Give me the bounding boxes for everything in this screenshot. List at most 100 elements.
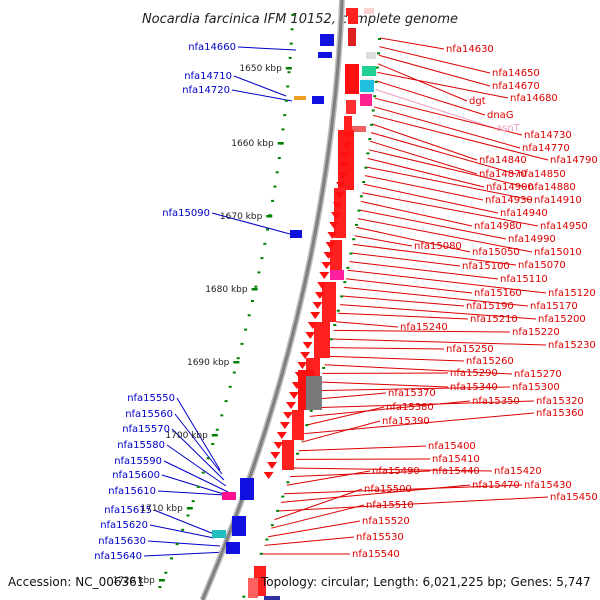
ruler-major-tick [266, 215, 273, 218]
forward-gene-label-nfa15560: nfa15560 [125, 409, 173, 420]
reverse-leader-line [372, 114, 549, 161]
forward-gene-label-nfa15610: nfa15610 [108, 486, 156, 497]
reverse-leader-line [309, 400, 471, 417]
ruler-tick [232, 371, 236, 374]
reverse-leader-line [280, 484, 471, 503]
reverse-gene-label-nfa14950: nfa14950 [540, 221, 588, 232]
reverse-leader-line [268, 520, 361, 538]
ruler-major-tick [277, 142, 284, 145]
reverse-gene-label-nfa14670: nfa14670 [492, 81, 540, 92]
reverse-gene-label-nfa14940: nfa14940 [500, 208, 548, 219]
strand-tick [375, 66, 379, 69]
reverse-leader-line [347, 269, 547, 294]
strand-tick [305, 424, 309, 427]
reverse-gene-label-nfa15540: nfa15540 [352, 549, 400, 560]
ruler-tick [181, 528, 185, 531]
forward-gene-label-nfa15600: nfa15600 [112, 470, 160, 481]
reverse-leader-line [304, 412, 535, 435]
reverse-gene-label-nfa14630: nfa14630 [446, 44, 494, 55]
ruler-tick [290, 28, 294, 31]
reverse-gene-block [344, 116, 352, 130]
forward-gene-block [240, 478, 254, 500]
reverse-gene-block [282, 440, 294, 470]
reverse-leader-line [324, 364, 513, 375]
reverse-leader-line [362, 192, 539, 227]
reverse-gene-arrow [302, 342, 313, 349]
reverse-gene-arrow [294, 372, 305, 379]
reverse-gene-label-nfa15110: nfa15110 [500, 274, 548, 285]
ruler-tick [275, 171, 279, 174]
reverse-gene-arrow [325, 242, 336, 249]
reverse-gene-arrow [314, 292, 325, 299]
reverse-gene-arrow [263, 472, 274, 479]
accession-label: Accession: NC_006361 [8, 575, 144, 589]
reverse-gene-block [330, 270, 344, 280]
reverse-gene-label-nfa15240: nfa15240 [400, 322, 448, 333]
reverse-gene-arrow [310, 312, 321, 319]
reverse-gene-label-dnag: dnaG [487, 110, 514, 121]
ruler-tick [289, 42, 293, 45]
reverse-gene-label-dgt: dgt [469, 96, 486, 107]
ruler-tick [164, 571, 168, 574]
forward-leader-line [166, 444, 227, 487]
reverse-gene-label-nfa15520: nfa15520 [362, 516, 410, 527]
reverse-leader-line [375, 89, 495, 129]
reverse-leader-line [292, 467, 493, 472]
reverse-gene-arrow [339, 162, 349, 169]
strand-tick [340, 295, 344, 298]
reverse-gene-arrow [286, 402, 296, 409]
reverse-leader-line [351, 252, 461, 267]
reverse-gene-label-nfa15450: nfa15450 [550, 492, 598, 503]
reverse-leader-line [283, 484, 523, 495]
strand-tick [322, 366, 326, 369]
reverse-gene-block [248, 578, 258, 598]
reverse-gene-label-nfa15320: nfa15320 [536, 396, 584, 407]
reverse-leader-line [368, 149, 527, 188]
label-leader-lines [143, 37, 549, 557]
reverse-leader-line [331, 338, 547, 346]
reverse-leader-line [357, 218, 533, 253]
reverse-gene-label-nfa15080: nfa15080 [414, 241, 462, 252]
reverse-leader-line [335, 321, 399, 328]
ruler-tick [281, 128, 285, 131]
forward-leader-line [149, 524, 215, 539]
ruler-tick [288, 56, 292, 59]
reverse-leader-line [301, 420, 381, 443]
ruler-tick [284, 99, 288, 102]
strand-tick [346, 266, 350, 269]
reverse-gene-block [352, 126, 366, 132]
forward-gene-label-nfa15090: nfa15090 [162, 208, 210, 219]
gene-features [212, 8, 376, 600]
reverse-leader-line [319, 381, 449, 388]
strand-tick [362, 181, 366, 183]
forward-gene-block [212, 530, 226, 538]
genome-summary: Topology: circular; Length: 6,021,225 bp… [260, 575, 591, 589]
reverse-leader-line [298, 445, 427, 452]
reverse-leader-line [289, 470, 431, 478]
ruler-label-1720-kbp: 1720 kbp [112, 576, 155, 586]
reverse-leader-line [349, 261, 499, 280]
reverse-gene-label-nfa15370: nfa15370 [388, 388, 436, 399]
ruler-tick [257, 271, 261, 274]
reverse-gene-label-nfa15050: nfa15050 [472, 247, 520, 258]
strand-tick [378, 38, 381, 40]
reverse-leader-line [376, 80, 486, 116]
forward-gene-block [290, 230, 302, 238]
reverse-gene-label-nfa14680: nfa14680 [510, 93, 558, 104]
reverse-gene-label-nfa14990: nfa14990 [508, 234, 556, 245]
strand-tick [371, 109, 375, 112]
reverse-gene-arrow [332, 202, 343, 209]
reverse-gene-arrow [267, 462, 277, 469]
reverse-leader-line [345, 278, 473, 294]
strand-tick [276, 509, 280, 512]
ruler-major-tick [251, 288, 258, 291]
reverse-leader-line [312, 400, 535, 409]
ruler-major-tick [158, 579, 165, 582]
reverse-leader-line [354, 235, 413, 247]
reverse-gene-label-nfa14980: nfa14980 [474, 221, 522, 232]
reverse-gene-label-nfa15440: nfa15440 [432, 466, 480, 477]
reverse-gene-label-nfa15100: nfa15100 [462, 261, 510, 272]
strand-tick [364, 166, 368, 169]
ruler-label-1680-kbp: 1680 kbp [205, 285, 248, 295]
strand-tick [259, 552, 263, 555]
